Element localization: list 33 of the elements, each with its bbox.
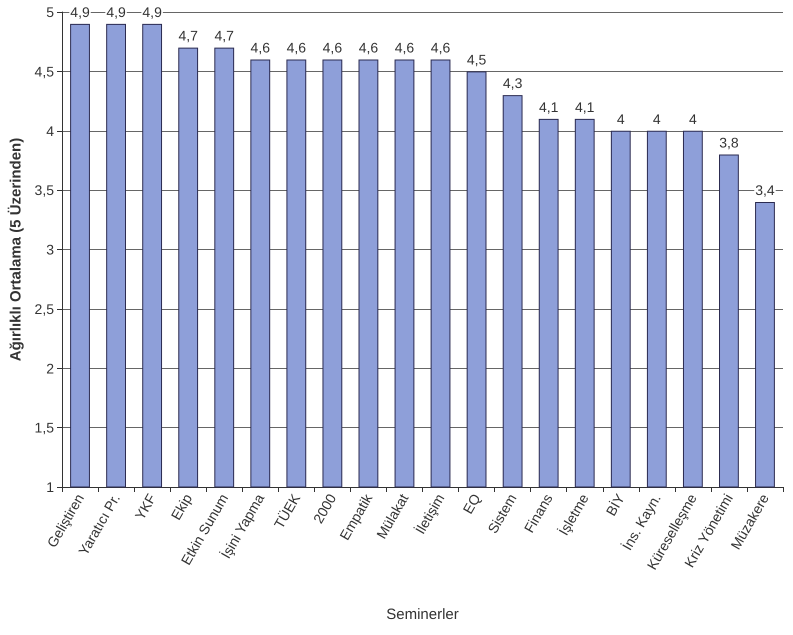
y-tick-label: 4 (46, 122, 54, 139)
y-axis-title: Ağırlıklı Ortalama (5 Üzerinden) (8, 138, 25, 362)
data-label: 4,6 (286, 40, 306, 56)
y-tick-label: 3 (46, 242, 54, 258)
y-tick-label: 2,5 (34, 300, 54, 317)
x-tick-label: BİY (602, 490, 628, 519)
data-label: 4,9 (70, 4, 90, 20)
y-tick-label: 3,5 (34, 182, 54, 198)
data-label: 4,5 (466, 51, 487, 68)
x-axis-title: Seminerler (386, 606, 459, 623)
data-label: 4,3 (502, 75, 523, 92)
data-label: 3,8 (719, 134, 739, 150)
data-label: 4 (652, 110, 661, 127)
data-label: 4,6 (322, 40, 342, 56)
data-label: 4,6 (394, 40, 414, 56)
y-tick-label: 2 (46, 360, 54, 376)
data-label: 4 (616, 110, 625, 127)
data-label: 4,7 (178, 28, 198, 44)
data-label: 4,1 (574, 98, 595, 115)
data-label: 4,7 (214, 28, 234, 44)
data-label: 4,9 (142, 4, 162, 20)
y-tick-label: 4,5 (34, 63, 54, 80)
data-label: 4,1 (538, 98, 559, 115)
y-tick-label: 1,5 (34, 420, 54, 436)
data-label: 4 (688, 110, 697, 127)
data-label: 4,6 (430, 40, 450, 56)
y-tick-label: 5 (46, 4, 54, 20)
x-tick-label: EQ (460, 490, 484, 517)
data-label: 3,4 (755, 182, 775, 198)
y-tick-label: 1 (46, 479, 54, 495)
data-label: 4,9 (106, 4, 126, 20)
data-label: 4,6 (250, 40, 270, 56)
data-label: 4,6 (358, 40, 378, 56)
